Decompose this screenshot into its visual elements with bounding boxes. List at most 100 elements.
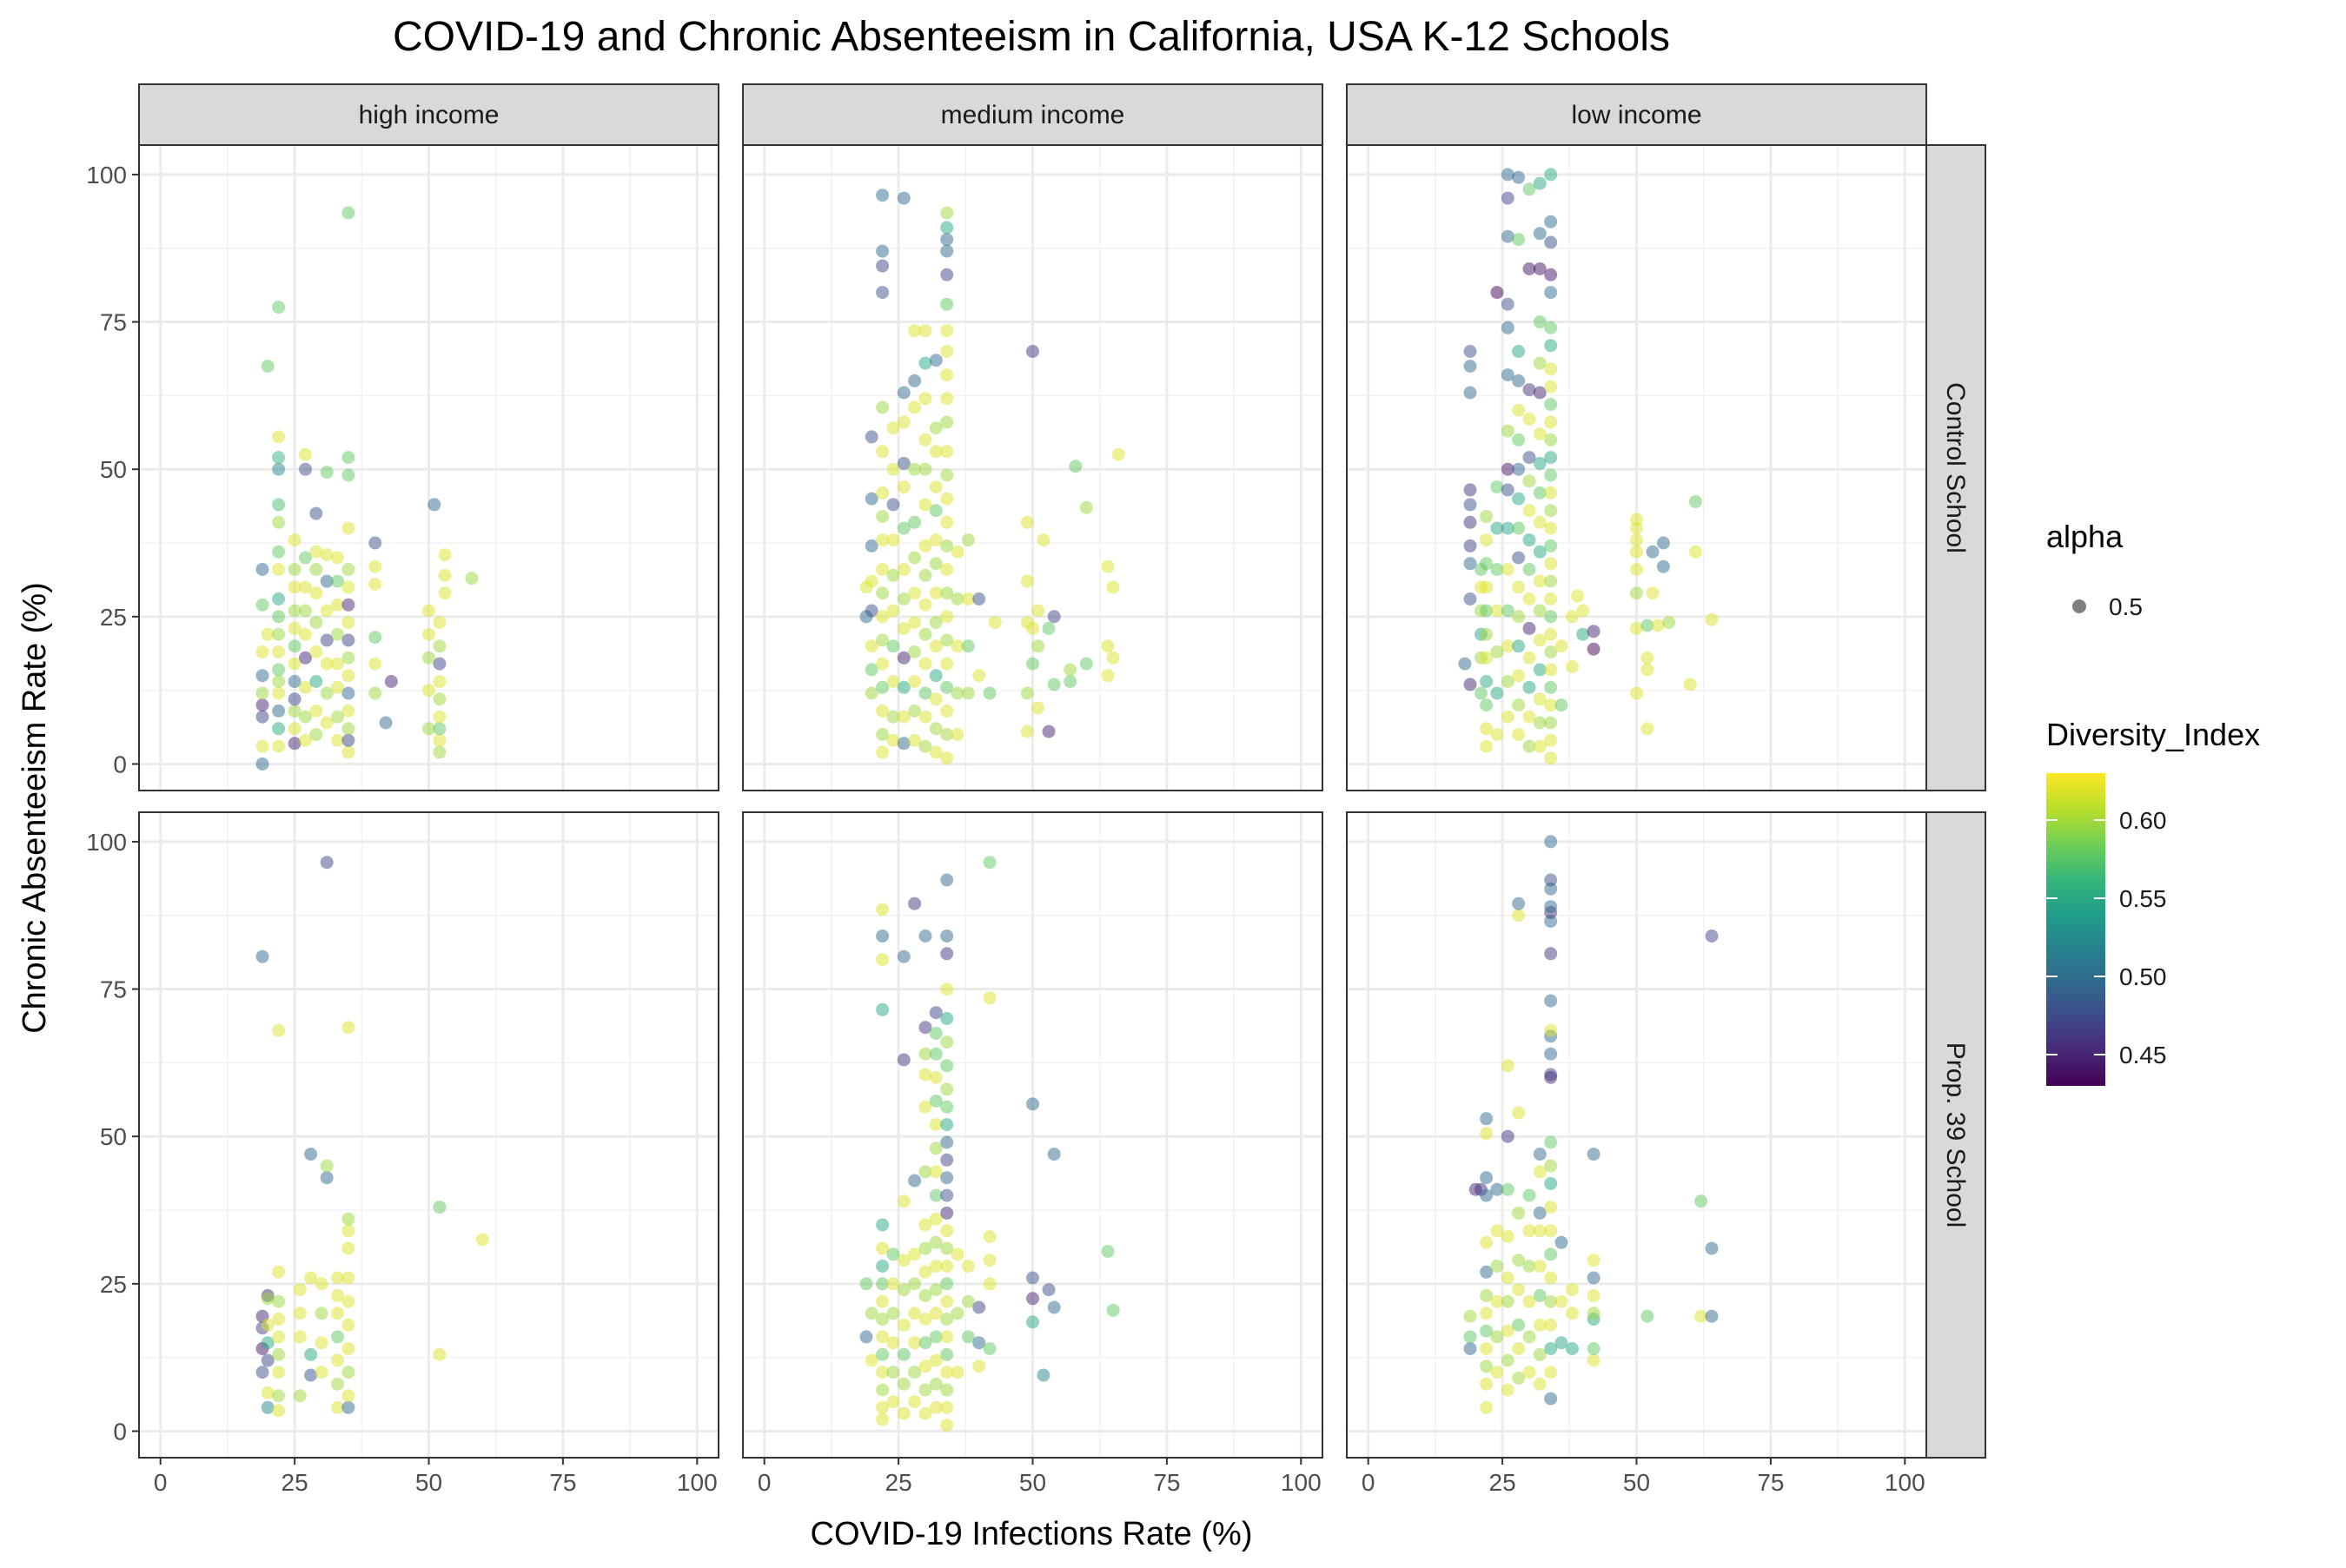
x-tick-label: 50 bbox=[1019, 1469, 1046, 1496]
data-point bbox=[876, 680, 890, 694]
data-point bbox=[304, 1148, 318, 1161]
data-point bbox=[341, 669, 355, 683]
data-point bbox=[1490, 604, 1504, 618]
data-point bbox=[1512, 462, 1526, 476]
data-point bbox=[1512, 233, 1526, 247]
data-point bbox=[331, 551, 344, 565]
data-point bbox=[1501, 424, 1514, 438]
data-point bbox=[1694, 1194, 1708, 1208]
data-point bbox=[918, 1241, 932, 1255]
data-point bbox=[1480, 1342, 1494, 1355]
x-tick-label: 75 bbox=[1757, 1469, 1784, 1496]
data-point bbox=[1020, 574, 1034, 588]
data-point bbox=[272, 592, 286, 605]
data-point bbox=[255, 1366, 269, 1379]
data-point bbox=[341, 468, 355, 482]
data-point bbox=[433, 1201, 447, 1214]
x-tick-label: 100 bbox=[677, 1469, 718, 1496]
data-point bbox=[255, 669, 269, 683]
data-point bbox=[341, 1212, 355, 1226]
data-point bbox=[1522, 680, 1536, 694]
data-point bbox=[1037, 1368, 1050, 1382]
data-point bbox=[940, 415, 954, 429]
data-point bbox=[261, 1336, 275, 1350]
data-point bbox=[1480, 722, 1494, 736]
data-point bbox=[331, 1271, 344, 1285]
data-point bbox=[1512, 909, 1526, 923]
data-point bbox=[1522, 474, 1536, 488]
data-point bbox=[255, 949, 269, 963]
data-point bbox=[341, 1389, 355, 1403]
data-point bbox=[1587, 1342, 1600, 1355]
data-point bbox=[940, 610, 954, 624]
data-point bbox=[897, 651, 911, 665]
data-point bbox=[320, 856, 334, 870]
data-point bbox=[897, 1377, 911, 1391]
data-point bbox=[940, 563, 954, 576]
data-point bbox=[951, 1247, 964, 1261]
data-point bbox=[433, 692, 447, 706]
data-point bbox=[940, 1313, 954, 1326]
data-point bbox=[320, 466, 334, 480]
data-point bbox=[876, 704, 890, 718]
data-point bbox=[255, 563, 269, 576]
data-point bbox=[433, 616, 447, 630]
data-point bbox=[876, 657, 890, 671]
data-point bbox=[940, 633, 954, 647]
data-point bbox=[886, 733, 900, 747]
data-point bbox=[1630, 563, 1643, 576]
data-point bbox=[876, 563, 890, 576]
data-point bbox=[1630, 586, 1643, 600]
data-point bbox=[1480, 1377, 1494, 1391]
data-point bbox=[315, 1336, 328, 1350]
data-point bbox=[1544, 1159, 1558, 1173]
data-point bbox=[427, 498, 441, 512]
data-point bbox=[341, 1271, 355, 1285]
facet-strip-label: medium income bbox=[941, 101, 1125, 129]
data-point bbox=[1544, 574, 1558, 588]
y-tick-label: 100 bbox=[86, 829, 127, 856]
data-point bbox=[1480, 1307, 1494, 1320]
data-point bbox=[1544, 698, 1558, 712]
data-point bbox=[272, 498, 286, 512]
data-point bbox=[1463, 386, 1477, 400]
data-point bbox=[940, 468, 954, 482]
facet-panel: 0 25 50 75 100 0 25 50 75 100 bbox=[86, 811, 719, 1496]
data-point bbox=[331, 733, 344, 747]
data-point bbox=[1533, 604, 1547, 618]
data-point bbox=[859, 1277, 873, 1291]
data-point bbox=[940, 982, 954, 996]
data-point bbox=[1522, 413, 1536, 426]
x-tick-label: 50 bbox=[415, 1469, 442, 1496]
data-point bbox=[320, 657, 334, 671]
data-point bbox=[433, 1347, 447, 1361]
data-point bbox=[1533, 1260, 1547, 1273]
data-point bbox=[272, 545, 286, 559]
data-point bbox=[897, 1347, 911, 1361]
data-point bbox=[908, 1336, 922, 1350]
data-point bbox=[929, 1307, 943, 1320]
data-point bbox=[1522, 262, 1536, 275]
x-tick-label: 25 bbox=[282, 1469, 308, 1496]
data-point bbox=[1544, 1342, 1558, 1355]
data-point bbox=[1480, 739, 1494, 753]
data-point bbox=[331, 1330, 344, 1344]
data-point bbox=[918, 686, 932, 700]
data-point bbox=[1522, 1330, 1536, 1344]
data-point bbox=[341, 745, 355, 759]
data-point bbox=[368, 631, 382, 645]
data-point bbox=[886, 1277, 900, 1291]
data-point bbox=[1533, 739, 1547, 753]
data-point bbox=[1106, 580, 1120, 594]
data-point bbox=[1501, 1353, 1514, 1367]
facet-panel: Prop. 39 School 0 25 50 75 100 bbox=[1346, 811, 1986, 1496]
data-point bbox=[918, 1406, 932, 1420]
data-point bbox=[272, 663, 286, 677]
data-point bbox=[865, 686, 878, 700]
data-point bbox=[1544, 627, 1558, 641]
data-point bbox=[918, 539, 932, 552]
data-point bbox=[908, 1395, 922, 1408]
data-point bbox=[1683, 678, 1697, 691]
data-point bbox=[331, 1307, 344, 1320]
y-axis-title: Chronic Absenteeism Rate (%) bbox=[17, 582, 53, 1034]
